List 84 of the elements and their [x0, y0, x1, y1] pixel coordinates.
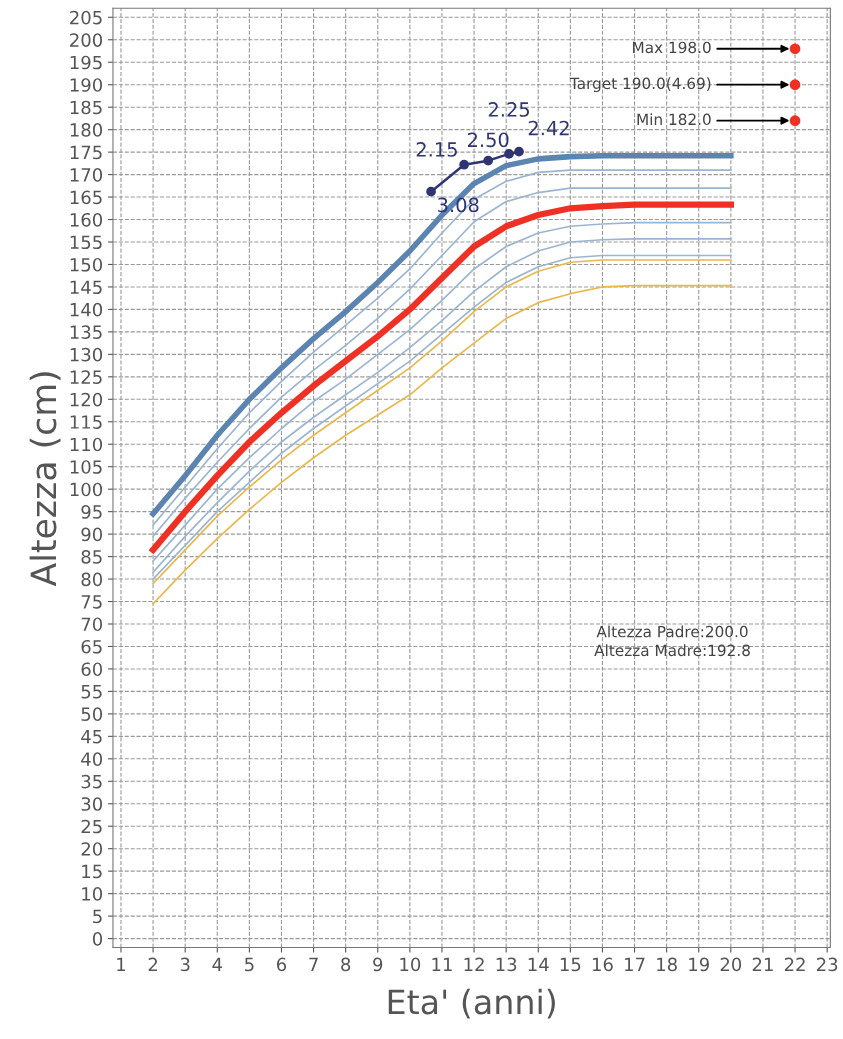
y-tick-label: 35: [81, 774, 102, 789]
y-tick-label: 40: [81, 752, 103, 766]
y-tick-label: 185: [70, 100, 102, 115]
y-tick-label: 200: [70, 33, 103, 47]
y-tick-label: 110: [70, 437, 103, 452]
point: [789, 79, 801, 91]
x-tick-label: 12: [464, 957, 484, 972]
x-tick-label: 8: [341, 957, 351, 972]
y-tick-label: 25: [81, 819, 102, 834]
y-axis-title: Altezza (cm): [29, 372, 61, 587]
x-tick-label: 5: [245, 957, 254, 972]
x-tick-label: 10: [400, 957, 421, 972]
y-tick-label: 90: [81, 527, 103, 542]
x-tick-label: 19: [689, 957, 709, 972]
x-tick-label: 3: [180, 957, 190, 972]
y-tick-label: 105: [70, 460, 102, 474]
y-tick-label: 70: [81, 617, 103, 632]
x-tick-label: 23: [816, 957, 838, 972]
x-tick-label: 17: [625, 957, 645, 972]
y-tick-label: 195: [70, 55, 102, 70]
x-tick-label: 14: [528, 957, 549, 972]
annotation: 2.25: [488, 102, 529, 117]
y-tick-label: 180: [70, 123, 103, 137]
x-tick-label: 13: [496, 957, 517, 972]
y-tick-label: 55: [81, 685, 102, 699]
x-tick-label: 4: [212, 957, 223, 972]
y-tick-label: 5: [93, 909, 102, 924]
y-tick-label: 130: [70, 347, 103, 362]
x-axis-title: Eta' (anni): [388, 988, 555, 1019]
x-tick-label: 11: [432, 957, 452, 972]
y-tick-label: 50: [81, 707, 103, 721]
y-tick-label: 10: [82, 887, 103, 901]
y-tick-label: 85: [81, 550, 102, 564]
y-tick-label: 125: [70, 370, 102, 384]
y-tick-label: 170: [70, 168, 103, 182]
x-tick-label: 2: [148, 957, 158, 972]
x-tick-label: 9: [373, 957, 383, 972]
y-tick-label: 175: [70, 145, 102, 160]
x-tick-label: 18: [657, 957, 677, 972]
x-tick-label: 15: [560, 957, 581, 972]
x-tick-label: 6: [276, 957, 287, 972]
y-tick-label: 15: [82, 864, 102, 879]
x-tick-label: 16: [592, 957, 613, 972]
y-tick-label: 205: [70, 10, 102, 25]
y-tick-label: 95: [81, 505, 102, 519]
y-tick-label: 135: [70, 325, 102, 339]
annotation: 2.50: [467, 132, 509, 148]
y-tick-label: 155: [70, 235, 102, 250]
y-tick-label: 160: [70, 212, 103, 227]
y-tick-label: 65: [81, 639, 102, 654]
annotation: 2.42: [528, 120, 569, 136]
y-tick-label: 60: [81, 662, 103, 677]
annotation: Target 190.0(4.69): [569, 77, 711, 93]
y-tick-label: 80: [81, 572, 103, 587]
annotation: Altezza Padre:200.0: [596, 625, 748, 638]
point: [483, 155, 494, 166]
x-tick-label: 21: [752, 957, 773, 972]
point: [459, 159, 469, 170]
point: [514, 146, 524, 157]
x-tick-label: 20: [720, 957, 742, 972]
y-tick-label: 190: [70, 78, 103, 92]
x-tick-label: 1: [117, 957, 126, 972]
y-tick-label: 120: [70, 392, 103, 407]
point: [789, 115, 801, 127]
y-tick-label: 145: [70, 280, 102, 295]
y-tick-label: 0: [92, 932, 103, 946]
annotation: Min 182.0: [637, 113, 711, 126]
annotation: Max 198.0: [633, 41, 711, 54]
x-tick-label: 22: [784, 957, 805, 972]
point: [426, 186, 436, 197]
annotation: Altezza Madre:192.8: [594, 644, 750, 657]
point: [504, 149, 514, 159]
y-tick-label: 20: [81, 842, 103, 856]
y-tick-label: 165: [70, 190, 102, 205]
point: [789, 43, 801, 55]
y-tick-label: 140: [70, 302, 103, 317]
y-tick-label: 115: [70, 415, 102, 429]
y-tick-label: 30: [81, 797, 103, 811]
y-tick-label: 45: [81, 730, 102, 744]
y-tick-label: 75: [81, 595, 102, 609]
y-tick-label: 100: [70, 482, 103, 497]
annotation: 2.15: [416, 142, 457, 157]
y-tick-label: 150: [70, 257, 103, 272]
x-tick-label: 7: [309, 957, 318, 972]
